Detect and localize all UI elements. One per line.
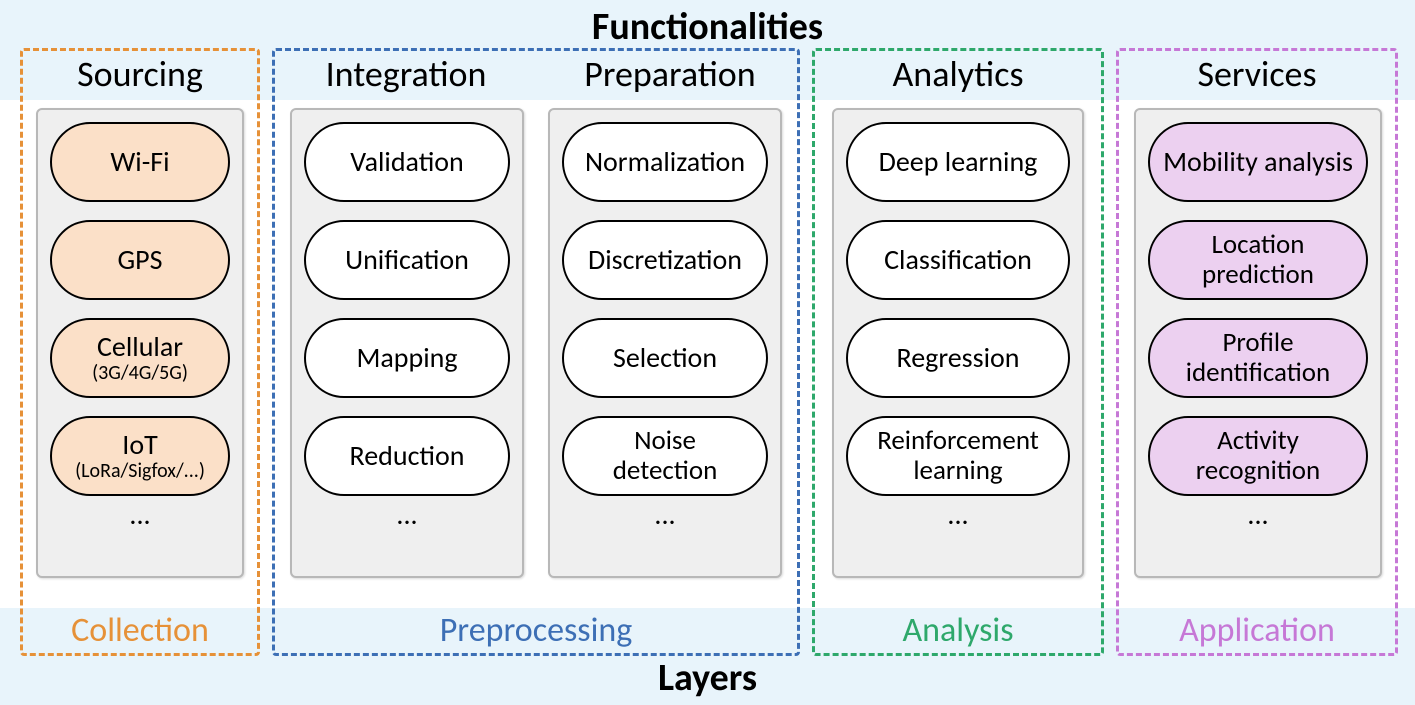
pill-analytics-0: Deep learning <box>846 122 1070 202</box>
pill-label: Cellular <box>97 332 183 361</box>
pill-label: Wi-Fi <box>110 147 169 176</box>
ellipsis-sourcing: ... <box>50 508 230 522</box>
column-title-analytics: Analytics <box>812 48 1104 100</box>
pill-label: Discretization <box>588 245 742 274</box>
pill-sourcing-0: Wi-Fi <box>50 122 230 202</box>
pill-services-1: Locationprediction <box>1148 220 1368 300</box>
pill-sublabel: (3G/4G/5G) <box>92 363 188 384</box>
pill-label: Activity <box>1217 426 1299 456</box>
pill-services-0: Mobility analysis <box>1148 122 1368 202</box>
pill-label: Deep learning <box>879 147 1038 176</box>
layer-label-collection: Collection <box>23 610 257 651</box>
pill-label: Reinforcement <box>877 426 1039 456</box>
panel-analytics: Deep learning Classification Regression Rei… <box>832 108 1084 578</box>
ellipsis-services: ... <box>1148 508 1368 522</box>
pill-sourcing-2: Cellular(3G/4G/5G) <box>50 318 230 398</box>
pill-services-2: Profileidentification <box>1148 318 1368 398</box>
pill-label: Selection <box>613 343 717 372</box>
pill-preparation-3: Noisedetection <box>562 416 768 496</box>
pill-integration-3: Reduction <box>304 416 510 496</box>
pill-label: Profile <box>1222 328 1293 358</box>
pill-sublabel: (LoRa/Sigfox/...) <box>75 461 205 482</box>
pill-label-line2: recognition <box>1196 456 1320 486</box>
pill-analytics-2: Regression <box>846 318 1070 398</box>
functionalities-title: Functionalities <box>0 4 1415 50</box>
pill-sourcing-3: IoT(LoRa/Sigfox/...) <box>50 416 230 496</box>
layers-title: Layers <box>0 655 1415 701</box>
panel-preparation: Normalization Discretization Selection Nois… <box>548 108 782 578</box>
pill-preparation-0: Normalization <box>562 122 768 202</box>
pill-label: Mapping <box>356 343 457 372</box>
pill-label-line2: detection <box>613 456 718 486</box>
pill-label: Noise <box>634 426 696 456</box>
pill-label: Reduction <box>350 441 465 470</box>
pill-preparation-1: Discretization <box>562 220 768 300</box>
pill-preparation-2: Selection <box>562 318 768 398</box>
pill-sourcing-1: GPS <box>50 220 230 300</box>
pill-label: GPS <box>118 245 163 274</box>
pill-label: Mobility analysis <box>1163 147 1353 176</box>
pill-label: Normalization <box>585 147 745 176</box>
pill-integration-2: Mapping <box>304 318 510 398</box>
layer-label-analysis: Analysis <box>815 610 1101 651</box>
pill-services-3: Activityrecognition <box>1148 416 1368 496</box>
pill-label: Validation <box>350 147 464 176</box>
ellipsis-integration: ... <box>304 508 510 522</box>
pill-label-line2: identification <box>1186 358 1330 388</box>
pill-analytics-3: Reinforcementlearning <box>846 416 1070 496</box>
layer-label-preprocessing: Preprocessing <box>275 610 797 651</box>
layer-label-application: Application <box>1119 610 1395 651</box>
pill-label: Classification <box>884 245 1032 274</box>
pill-analytics-1: Classification <box>846 220 1070 300</box>
pill-label: Regression <box>897 343 1020 372</box>
panel-services: Mobility analysis Locationprediction Profi… <box>1134 108 1382 578</box>
pill-label-line2: prediction <box>1202 260 1314 290</box>
pill-label: Unification <box>345 245 469 274</box>
pill-integration-1: Unification <box>304 220 510 300</box>
column-title-preparation: Preparation <box>540 48 800 100</box>
pill-integration-0: Validation <box>304 122 510 202</box>
ellipsis-analytics: ... <box>846 508 1070 522</box>
pill-label: Location <box>1212 230 1305 260</box>
column-title-sourcing: Sourcing <box>20 48 260 100</box>
ellipsis-preparation: ... <box>562 508 768 522</box>
panel-sourcing: Wi-Fi GPS Cellular(3G/4G/5G) IoT(LoRa/Sigfo… <box>36 108 244 578</box>
column-title-services: Services <box>1116 48 1398 100</box>
panel-integration: Validation Unification Mapping Reduction... <box>290 108 524 578</box>
column-title-integration: Integration <box>272 48 540 100</box>
pill-label: IoT <box>122 430 157 459</box>
pill-label-line2: learning <box>913 456 1002 486</box>
